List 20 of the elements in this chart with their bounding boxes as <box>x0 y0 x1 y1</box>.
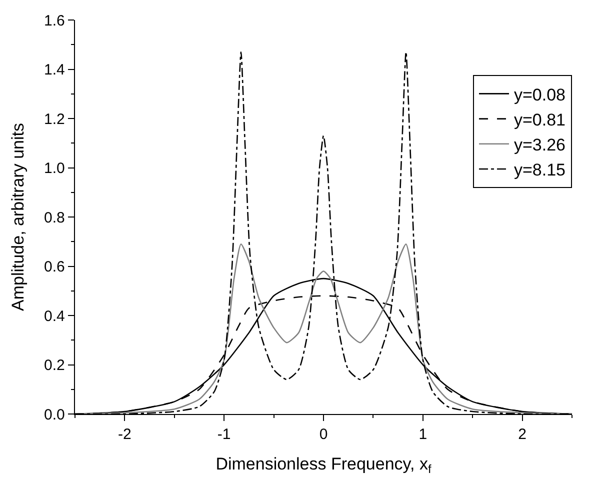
y-tick-label: 1.4 <box>44 62 65 78</box>
legend-label: y=0.08 <box>514 85 566 104</box>
y-tick-label: 1.6 <box>44 12 65 30</box>
legend-label: y=3.26 <box>514 136 566 155</box>
legend-label: y=8.15 <box>514 160 566 180</box>
y-tick-label: 1.0 <box>44 160 65 177</box>
x-tick-label: 0 <box>319 426 328 444</box>
legend-label: y=0.81 <box>514 110 566 130</box>
x-tick-label: -2 <box>118 426 132 444</box>
x-tick-label: 1 <box>418 426 428 444</box>
y-tick-label: 0.0 <box>44 406 65 424</box>
y-tick-label: 1.2 <box>44 110 65 128</box>
x-tick-label: 2 <box>518 426 526 444</box>
x-axis-title: Dimensionless Frequency, x$_{f}$ <box>216 454 432 476</box>
x-tick-label: -1 <box>217 426 231 444</box>
y-tick-label: 0.6 <box>44 258 65 276</box>
y-tick-label: 0.8 <box>44 209 65 226</box>
y-axis-title: Amplitude, arbitrary units <box>8 122 28 312</box>
y-tick-label: 0.2 <box>44 357 65 374</box>
y-tick-label: 0.4 <box>44 308 65 325</box>
